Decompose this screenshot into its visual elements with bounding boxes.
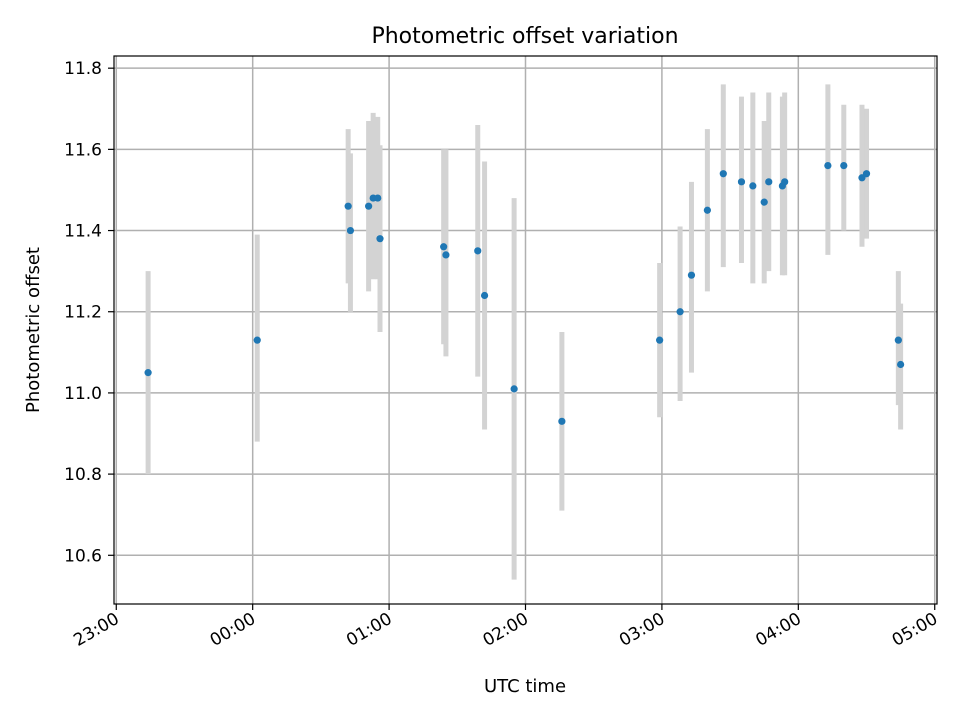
data-point	[781, 178, 789, 186]
y-tick-label: 10.6	[64, 546, 102, 566]
x-tick-label: 03:00	[616, 609, 668, 651]
data-point	[897, 360, 905, 369]
x-tick-label: 04:00	[752, 609, 804, 651]
chart-title: Photometric offset variation	[371, 24, 678, 49]
data-point	[365, 202, 373, 210]
data-point	[656, 336, 664, 344]
y-tick-label: 11.8	[64, 59, 102, 79]
grid	[114, 56, 937, 604]
data-point	[474, 247, 482, 255]
data-point	[344, 202, 352, 210]
data-point	[824, 162, 832, 170]
data-point	[374, 194, 382, 202]
x-axis-label: UTC time	[484, 676, 566, 697]
data-point	[760, 198, 768, 206]
data-point	[862, 170, 871, 178]
data-point	[894, 336, 902, 344]
data-point	[558, 417, 566, 425]
data-point	[442, 251, 450, 259]
axis-ticks: 23:00 00:00 01:00 02:00 03:00 04:00 05:00 10.6 1…	[64, 59, 941, 651]
x-tick-label: 02:00	[480, 609, 532, 651]
data-point	[144, 369, 152, 377]
data-point	[703, 206, 711, 214]
x-tick-label: 00:00	[207, 609, 259, 651]
data-point	[510, 385, 518, 393]
y-tick-label: 11.6	[64, 140, 102, 160]
data-point	[480, 291, 489, 300]
data-points	[144, 162, 905, 425]
y-tick-label: 11.0	[64, 384, 102, 404]
data-point	[840, 162, 848, 170]
x-tick-label: 01:00	[343, 609, 395, 651]
y-tick-label: 10.8	[64, 465, 102, 485]
data-point	[765, 178, 773, 186]
data-point	[737, 178, 746, 186]
x-tick-label: 05:00	[889, 609, 941, 651]
error-bars	[145, 84, 904, 580]
y-tick-label: 11.2	[64, 303, 102, 323]
data-point	[749, 182, 757, 190]
y-axis-label: Photometric offset	[23, 247, 44, 413]
data-point	[346, 226, 355, 235]
data-point	[719, 170, 727, 178]
data-point	[676, 308, 684, 316]
data-point	[253, 336, 261, 344]
data-point	[440, 243, 448, 251]
y-tick-label: 11.4	[64, 222, 102, 242]
data-point	[687, 271, 696, 279]
x-tick-label: 23:00	[70, 609, 122, 651]
data-point	[376, 235, 384, 243]
